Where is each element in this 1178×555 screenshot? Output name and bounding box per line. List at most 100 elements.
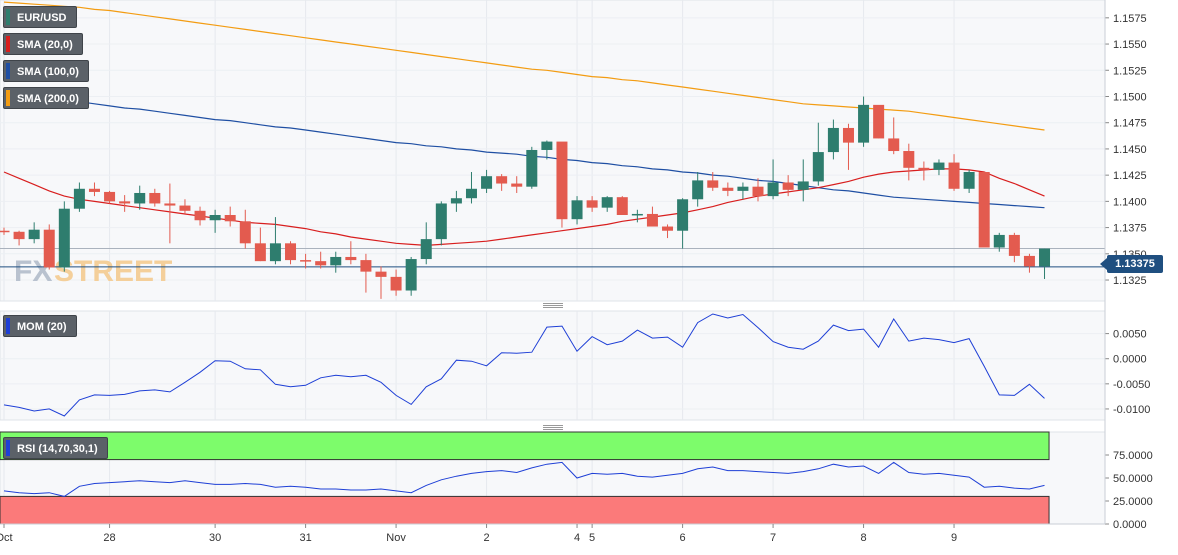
candle-bearish (1023, 253, 1035, 273)
x-tick-label: 28 (103, 532, 115, 544)
current-price-tag: 1.13375 (1100, 255, 1163, 273)
candle-body (812, 152, 824, 182)
candle-body (375, 271, 387, 277)
candle-body (556, 141, 568, 220)
watermark-street: STREET (54, 255, 172, 288)
candle-body (285, 243, 297, 261)
candle-body (58, 208, 70, 268)
candle-body (13, 231, 25, 240)
candle-bullish (827, 119, 839, 160)
candle-body (888, 138, 900, 152)
candle-bearish (707, 172, 719, 191)
candle-body (390, 276, 402, 291)
candle-bullish (526, 146, 538, 189)
candle-body (209, 215, 221, 221)
y-tick-label: 1.1525 (1113, 65, 1147, 77)
candle-body (43, 229, 55, 268)
candle-bullish (134, 185, 146, 210)
pane-resize-handle-mom[interactable] (543, 303, 563, 308)
candle-bullish (963, 169, 975, 193)
candle-body (631, 213, 643, 216)
candle-bearish (164, 183, 176, 244)
candle-body (511, 183, 523, 187)
candle-body (435, 203, 447, 240)
candle-body (858, 104, 870, 143)
candle-bearish (104, 190, 116, 204)
candle-bullish (571, 196, 583, 225)
candle-body (1039, 248, 1051, 267)
y-tick-label: 1.1475 (1113, 118, 1147, 130)
candle-bearish (842, 123, 854, 170)
candle-body (722, 187, 734, 191)
candle-bullish (993, 232, 1005, 252)
legend-sma100[interactable]: SMA (100,0) (3, 60, 89, 82)
candle-body (616, 197, 628, 215)
candle-body (481, 176, 493, 189)
candle-body (465, 188, 477, 199)
candle-body (330, 256, 342, 266)
rsi-overbought-zone (0, 431, 1050, 461)
candle-bearish (1008, 232, 1020, 263)
candle-body (420, 239, 432, 260)
mom-pane[interactable] (0, 310, 1106, 421)
candle-body (360, 260, 372, 272)
legend-sma200[interactable]: SMA (200,0) (3, 87, 89, 109)
candle-bullish (73, 182, 85, 212)
candle-bullish (933, 159, 945, 176)
candle-bearish (511, 176, 523, 193)
candle-body (948, 162, 960, 189)
candle-body (164, 203, 176, 206)
pane-resize-handle-rsi[interactable] (543, 425, 563, 430)
legend-rsi[interactable]: RSI (14,70,30,1) (3, 437, 108, 459)
x-tick-label: 7 (770, 532, 776, 544)
y-tick-label: 1.1400 (1113, 196, 1147, 208)
candle-body (918, 167, 930, 170)
rsi-oversold-zone (0, 495, 1050, 525)
candle-bullish (541, 140, 553, 160)
candle-body (933, 162, 945, 170)
y-tick-label: 1.1575 (1113, 13, 1147, 25)
candle-body (978, 172, 990, 248)
sma20-line (3, 168, 1045, 247)
candle-bearish (254, 227, 266, 262)
x-tick-label: 6 (680, 532, 686, 544)
candle-bearish (556, 141, 568, 228)
legend-sma200-swatch (6, 90, 10, 106)
legend-sma20[interactable]: SMA (20,0) (3, 33, 83, 55)
price-pane[interactable] (0, 0, 1106, 302)
candle-bearish (918, 161, 930, 181)
x-tick-label: 30 (209, 532, 221, 544)
candle-body (134, 192, 146, 204)
legend-mom-label: MOM (20) (17, 321, 67, 333)
candle-body (450, 198, 462, 204)
legend-mom[interactable]: MOM (20) (3, 315, 77, 337)
legend-rsi-label: RSI (14,70,30,1) (17, 443, 98, 455)
candle-body (194, 210, 206, 221)
candle-bullish (812, 122, 824, 186)
y-tick-label: 0.0050 (1113, 329, 1147, 341)
candle-bullish (405, 256, 417, 296)
legend-sma200-label: SMA (200,0) (17, 93, 79, 105)
candle-bearish (88, 182, 100, 197)
candle-body (179, 205, 191, 211)
candle-bearish (360, 253, 372, 293)
candle-body (782, 182, 794, 190)
candle-bullish (450, 190, 462, 212)
candle-bullish (631, 209, 643, 223)
candle-body (541, 141, 553, 150)
legend-eurusd-label: EUR/USD (17, 12, 67, 24)
candle-body (586, 200, 598, 208)
candle-body (827, 127, 839, 153)
candle-bearish (345, 241, 357, 265)
legend-sma20-label: SMA (20,0) (17, 39, 73, 51)
candle-bearish (390, 269, 402, 296)
candle-bearish (616, 196, 628, 215)
candle-bearish (315, 251, 327, 269)
legend-eurusd[interactable]: EUR/USD (3, 6, 77, 28)
candle-bearish (119, 195, 131, 212)
candle-bearish (375, 266, 387, 299)
candle-bearish (903, 143, 915, 181)
candle-bullish (1039, 248, 1051, 279)
